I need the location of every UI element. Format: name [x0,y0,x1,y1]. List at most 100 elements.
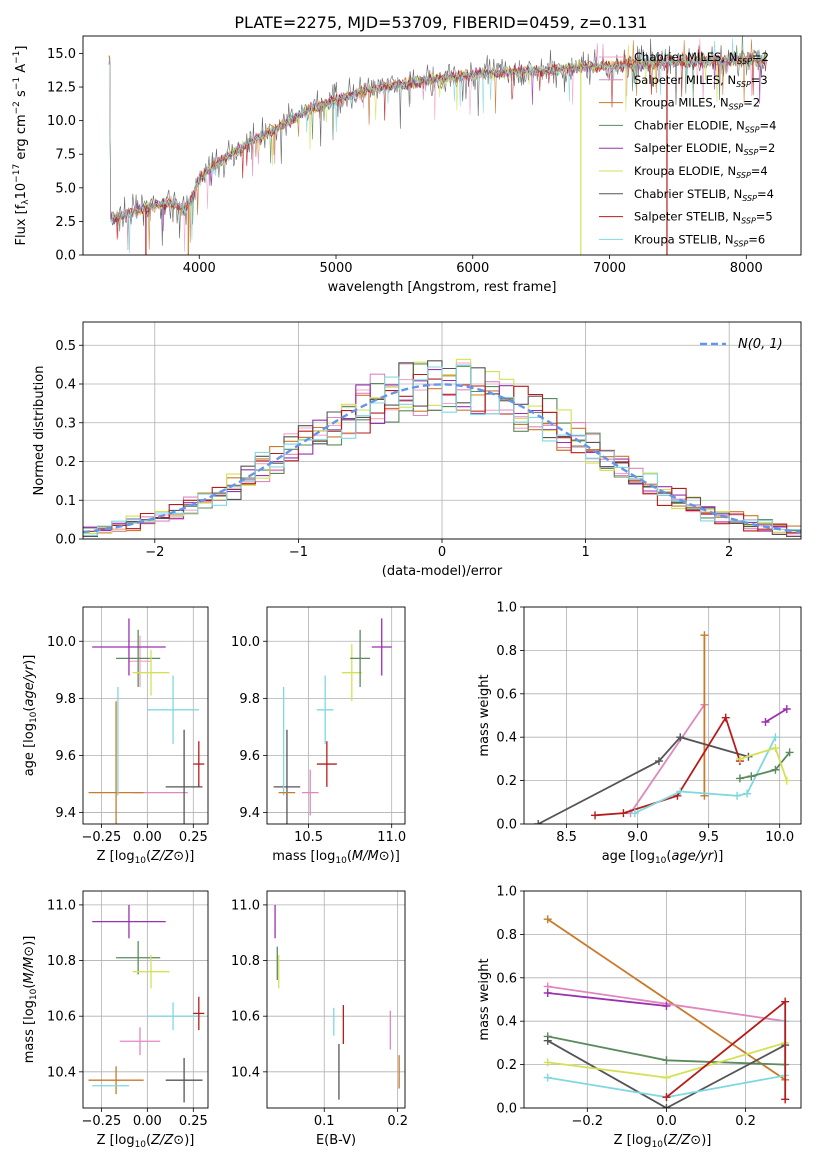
x-axis-label: age [log10(age/yr)] [602,849,724,866]
weight-point [761,718,770,727]
weight-point [782,776,791,785]
y-tick-label: 9.6 [239,749,260,764]
weight-point [654,757,663,766]
weight-point [735,774,744,783]
axes-frame [82,35,802,256]
x-tick-label: 2 [725,545,733,560]
weight-point [543,1036,552,1045]
y-tick-label: 0.6 [496,971,517,986]
weight-line [594,715,741,817]
x-tick-label: 1 [581,545,589,560]
weight-point [676,733,685,742]
x-tick-label: −0.25 [81,1114,121,1129]
y-tick-label: 10.8 [47,954,76,969]
y-tick-label: 10.0 [47,635,76,650]
x-tick-label: −0.25 [81,830,121,845]
figure-title: PLATE=2275, MJD=53709, FIBERID=0459, z=0… [234,13,647,32]
weight-line [547,992,667,1007]
legend-label: Chabrier ELODIE, NSSP=4 [634,118,776,134]
weight-point [782,704,791,713]
weight-point [619,809,628,818]
weight-point [543,1058,552,1067]
x-tick-label: 0.25 [179,1114,208,1129]
y-tick-label: 2.5 [55,215,76,230]
y-tick-label: 0.0 [55,249,76,264]
x-tick-label: 0.2 [735,1114,756,1129]
axes-frame [82,606,209,825]
weight-line [765,708,788,723]
y-tick-label: 15.0 [47,47,76,62]
x-axis-label: mass [log10(M/M⊙)] [272,849,400,866]
y-tick-label: 9.4 [239,806,260,821]
x-tick-label: 0.0 [656,1114,677,1129]
x-tick-label: 0.25 [179,830,208,845]
y-axis-label: age [log10(age/yr)] [22,655,39,777]
axes-frame [523,606,802,825]
weight-point [662,1073,671,1082]
y-tick-label: 0.4 [496,731,517,746]
y-tick-label: 12.5 [47,81,76,96]
y-axis-label: Flux [fλ10−17 erg cm−2 s−1 A−1] [12,46,31,246]
plot-area [273,618,392,824]
axes-frame [266,606,406,825]
weight-line [629,704,706,814]
y-tick-label: 0.8 [496,928,517,943]
panel-residual_hist: −2 −1 0 1 2 0.0 0.1 0.2 0.3 0.4 0.5 (data-model)/er… [32,321,802,579]
x-axis-label: (data-model)/error [382,564,503,579]
weight-line [739,751,791,780]
weight-point [662,1002,671,1011]
weight-point [771,744,780,753]
x-axis-label: Z [log10(Z/Z⊙)] [97,849,195,866]
x-tick-label: 10.5 [294,830,323,845]
plot-area [274,904,400,1100]
weight-point [771,765,780,774]
y-tick-label: 10.8 [231,954,260,969]
y-tick-label: 1.0 [496,885,517,900]
y-tick-label: 1.0 [496,601,517,616]
y-tick-label: 9.8 [55,692,76,707]
panel-spectrum: 4000 5000 6000 7000 8000 0.0 2.5 5.0 7.5 10.0 12.5… [12,35,802,295]
x-tick-label: 0 [438,545,446,560]
x-tick-label: −1 [289,545,308,560]
plot-area [534,631,794,824]
legend-label: Chabrier MILES, NSSP=2 [634,50,769,66]
weight-point [721,713,730,722]
y-tick-label: 0.1 [55,494,76,509]
y-axis-label: Normed distribution [32,366,47,496]
panel-age_vs_Z: −0.25 0.00 0.25 9.4 9.6 9.8 10.0 Z [log10(Z/Z⊙)… [22,606,209,866]
y-tick-label: 0.8 [496,644,517,659]
y-tick-label: 10.4 [47,1065,76,1080]
y-tick-label: 11.0 [47,898,76,913]
x-tick-label: 10.0 [765,830,794,845]
spectrum-line-kroupa-stelib [108,38,767,254]
x-tick-label: 9.5 [698,830,719,845]
plot-area [108,36,767,255]
x-tick-label: 0.1 [314,1114,335,1129]
weight-point [781,1095,790,1104]
weight-line [547,1039,786,1108]
weight-line [537,736,749,824]
histogram-step [83,364,801,536]
y-tick-label: 0.4 [55,378,76,393]
x-tick-label: 5000 [319,261,352,276]
y-axis-label: mass weight [477,674,492,756]
weight-point [662,1056,671,1065]
weight-line [665,999,787,1100]
y-tick-label: 0.5 [55,339,76,354]
y-tick-label: 0.0 [55,533,76,548]
y-tick-label: 10.0 [231,635,260,650]
weight-point [747,772,756,781]
legend: Chabrier MILES, NSSP=2 Salpeter MILES, NS… [599,50,776,248]
panel-weight_vs_Z: −0.2 0.0 0.2 0.0 0.2 0.4 0.6 0.8 1.0 Z [log10(Z/Z… [477,885,802,1150]
weight-point [534,820,543,824]
y-tick-label: 10.6 [47,1010,76,1025]
panel-mass_vs_Z: −0.25 0.00 0.25 10.4 10.6 10.8 11.0 Z [log10(Z/… [22,890,209,1150]
weight-point [543,1073,552,1082]
x-tick-label: 0.00 [133,830,162,845]
y-tick-label: 0.2 [496,1058,517,1073]
plot-area [88,618,205,824]
y-tick-label: 9.8 [239,692,260,707]
y-tick-label: 9.6 [55,749,76,764]
weight-point [630,809,639,818]
